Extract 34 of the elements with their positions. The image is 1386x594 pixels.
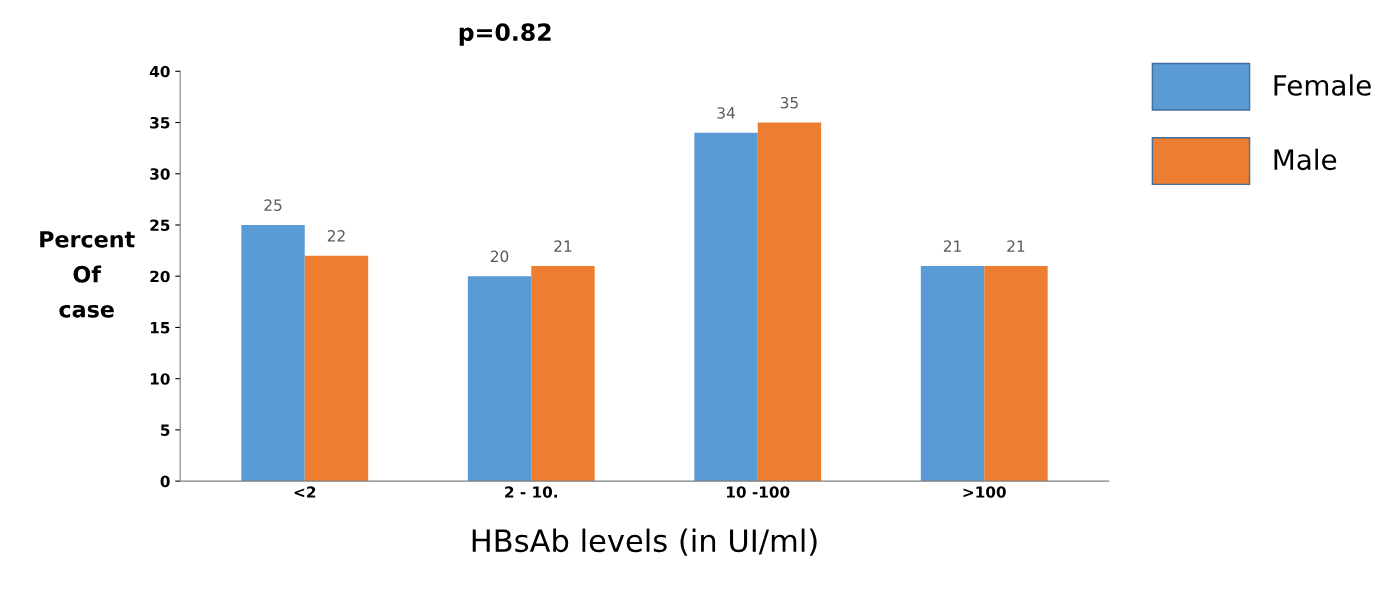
bar [531, 265, 595, 482]
data-label: 35 [780, 96, 798, 109]
x-tick-label: >100 [963, 486, 1006, 498]
y-tick-label: 15 [150, 322, 170, 334]
y-tick-label: 20 [150, 270, 170, 283]
chart-title: p=0.82 [459, 23, 551, 46]
x-tick-label: 10 -100 [727, 486, 790, 498]
y-tick-label: 35 [150, 116, 170, 129]
y-tick-label: 30 [150, 168, 170, 180]
x-tick-label: 2 - 10. [505, 486, 558, 498]
y-tick-label: 25 [150, 219, 170, 231]
y-tick-label: 10 [150, 373, 170, 385]
bar [984, 265, 1048, 482]
bar [467, 276, 532, 482]
y-tick-label: 40 [149, 65, 170, 78]
legend-label: Female [1274, 74, 1371, 96]
data-label: 20 [490, 250, 509, 263]
data-label: 34 [717, 107, 735, 119]
x-tick-label: <2 [294, 486, 316, 498]
data-label: 21 [554, 240, 572, 252]
data-label: 21 [1007, 240, 1025, 252]
bar [304, 255, 369, 482]
data-label: 25 [264, 199, 282, 211]
x-axis-title: HBsAb levels (in UI/ml) [472, 528, 817, 556]
data-label: 21 [943, 240, 961, 252]
bar [241, 224, 305, 482]
y-axis-title: Percent Of case [40, 231, 135, 318]
bar [757, 122, 822, 482]
data-label: 22 [327, 230, 345, 242]
bar [694, 132, 758, 482]
y-tick-label: 0 [160, 475, 170, 488]
legend-label: Male [1274, 148, 1337, 171]
bar [920, 265, 985, 482]
y-tick-label: 5 [161, 424, 170, 436]
